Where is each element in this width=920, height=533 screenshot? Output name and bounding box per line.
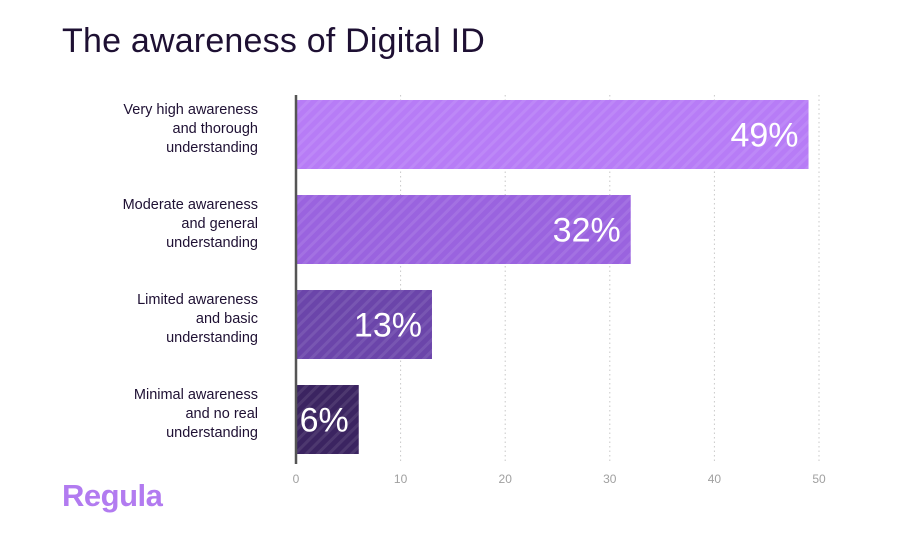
category-label-line: and basic [195, 311, 258, 327]
x-tick-label: 0 [293, 472, 300, 486]
bar-stripes [296, 290, 432, 359]
category-label: Moderate awareness and general understandi… [38, 196, 258, 253]
data-label: 49% [730, 117, 798, 155]
x-tick-label: 50 [812, 472, 826, 486]
category-label-line: understanding [166, 425, 258, 441]
x-tick-label: 40 [708, 472, 722, 486]
category-label-line: Very high awareness [123, 102, 258, 118]
category-label: Limited awareness and basic understanding [38, 291, 258, 348]
bar-stripes [296, 100, 809, 169]
data-label: 32% [553, 212, 621, 250]
category-label-line: understanding [166, 235, 258, 251]
data-label: 6% [300, 402, 349, 440]
category-label-line: understanding [166, 330, 258, 346]
regula-logo: Regula [62, 478, 163, 513]
category-label-line: Minimal awareness [133, 387, 258, 403]
data-label: 13% [354, 307, 422, 345]
x-tick-label: 30 [603, 472, 617, 486]
category-label-line: understanding [166, 140, 258, 156]
category-label-line: and no real [185, 406, 258, 422]
category-label-line: Limited awareness [137, 292, 258, 308]
x-tick-label: 20 [499, 472, 513, 486]
bar-stripes [296, 385, 359, 454]
category-label: Minimal awareness and no real understandin… [38, 386, 258, 443]
bar-stripes [296, 195, 631, 264]
category-label-line: Moderate awareness [122, 197, 258, 213]
x-tick-label: 10 [394, 472, 408, 486]
category-label: Very high awareness and thorough understan… [38, 101, 258, 158]
category-label-line: and thorough [172, 121, 258, 137]
chart-title: The awareness of Digital ID [62, 22, 486, 60]
category-label-line: and general [181, 216, 258, 232]
